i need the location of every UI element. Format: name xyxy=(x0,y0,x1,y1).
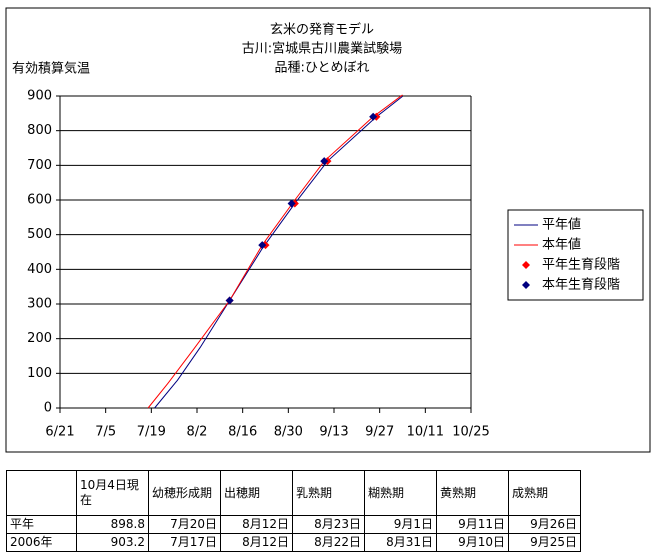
table-cell: 898.8 xyxy=(76,515,149,534)
chart-title: 玄米の発育モデル xyxy=(270,22,374,38)
table-cell: 幼穂形成期 xyxy=(148,470,221,516)
stage-point xyxy=(225,296,234,305)
table-cell: 8月31日 xyxy=(364,533,437,552)
table-cell: 平年 xyxy=(6,515,77,534)
stage-point xyxy=(369,112,378,121)
table-cell: 903.2 xyxy=(76,533,149,552)
chart: 玄米の発育モデル 古川:宮城県古川農業試験場 品種:ひとめぼれ 有効積算気温 0… xyxy=(5,7,651,453)
table-cell: 9月25日 xyxy=(508,533,581,552)
legend-label: 平年生育段階 xyxy=(542,257,620,273)
data-table: 10月4日現在 幼穂形成期 出穂期 乳熟期 糊熟期 黄熟期 成熟期 平年 898.8 7月20日 8… xyxy=(6,470,581,552)
table-cell: 乳熟期 xyxy=(292,470,365,516)
stage-point xyxy=(287,199,296,208)
stage-point xyxy=(320,157,329,166)
table-cell: 8月12日 xyxy=(220,515,293,534)
x-tick-label: 10/25 xyxy=(452,425,489,440)
plot-area xyxy=(60,96,471,408)
y-tick-label: 900 xyxy=(27,89,52,104)
y-tick-label: 700 xyxy=(27,158,52,173)
legend-label: 本年値 xyxy=(542,237,581,253)
table-row: 平年 898.8 7月20日 8月12日 8月23日 9月1日 9月11日 9月26日 xyxy=(6,515,581,534)
legend-label: 平年値 xyxy=(542,217,581,233)
table-cell xyxy=(6,470,77,516)
table-cell: 糊熟期 xyxy=(364,470,437,516)
x-tick-label: 7/5 xyxy=(95,425,116,440)
table-cell: 8月23日 xyxy=(292,515,365,534)
y-tick-label: 800 xyxy=(27,123,52,138)
y-tick-label: 600 xyxy=(27,193,52,208)
x-tick-label: 10/11 xyxy=(407,425,444,440)
table-cell: 9月11日 xyxy=(436,515,509,534)
x-tick-label: 7/19 xyxy=(137,425,166,440)
y-tick-label: 300 xyxy=(27,297,52,312)
table-cell: 9月26日 xyxy=(508,515,581,534)
x-tick-label: 8/16 xyxy=(228,425,257,440)
y-tick-label: 200 xyxy=(27,331,52,346)
table-cell: 2006年 xyxy=(6,533,77,552)
x-tick-label: 9/13 xyxy=(319,425,348,440)
x-tick-label: 8/30 xyxy=(274,425,303,440)
chart-title: 古川:宮城県古川農業試験場 xyxy=(242,41,402,57)
table-cell: 10月4日現在 xyxy=(76,470,149,516)
table-cell: 出穂期 xyxy=(220,470,293,516)
table-cell: 8月22日 xyxy=(292,533,365,552)
y-tick-label: 100 xyxy=(27,366,52,381)
y-axis-label: 有効積算気温 xyxy=(12,61,90,77)
table-cell: 9月1日 xyxy=(364,515,437,534)
y-tick-label: 0 xyxy=(44,401,52,416)
table-cell: 黄熟期 xyxy=(436,470,509,516)
x-tick-label: 8/2 xyxy=(187,425,208,440)
legend-label: 本年生育段階 xyxy=(542,277,620,293)
table-cell: 8月12日 xyxy=(220,533,293,552)
chart-title: 品種:ひとめぼれ xyxy=(275,60,370,76)
x-tick-label: 6/21 xyxy=(45,425,74,440)
table-header: 10月4日現在 幼穂形成期 出穂期 乳熟期 糊熟期 黄熟期 成熟期 xyxy=(6,470,581,516)
table-cell: 9月10日 xyxy=(436,533,509,552)
legend-swatch xyxy=(522,281,530,289)
y-tick-label: 400 xyxy=(27,262,52,277)
table-cell: 7月20日 xyxy=(148,515,221,534)
table-cell: 7月17日 xyxy=(148,533,221,552)
x-tick-label: 9/27 xyxy=(365,425,394,440)
y-tick-label: 500 xyxy=(27,227,52,242)
table-cell: 成熟期 xyxy=(508,470,581,516)
stage-point xyxy=(258,241,267,250)
table-body: 10月4日現在 幼穂形成期 出穂期 乳熟期 糊熟期 黄熟期 成熟期 平年 898.8 7月20日 8… xyxy=(6,470,581,552)
table-row: 2006年 903.2 7月17日 8月12日 8月22日 8月31日 9月10日 9月25日 xyxy=(6,533,581,552)
legend-swatch xyxy=(522,261,530,269)
